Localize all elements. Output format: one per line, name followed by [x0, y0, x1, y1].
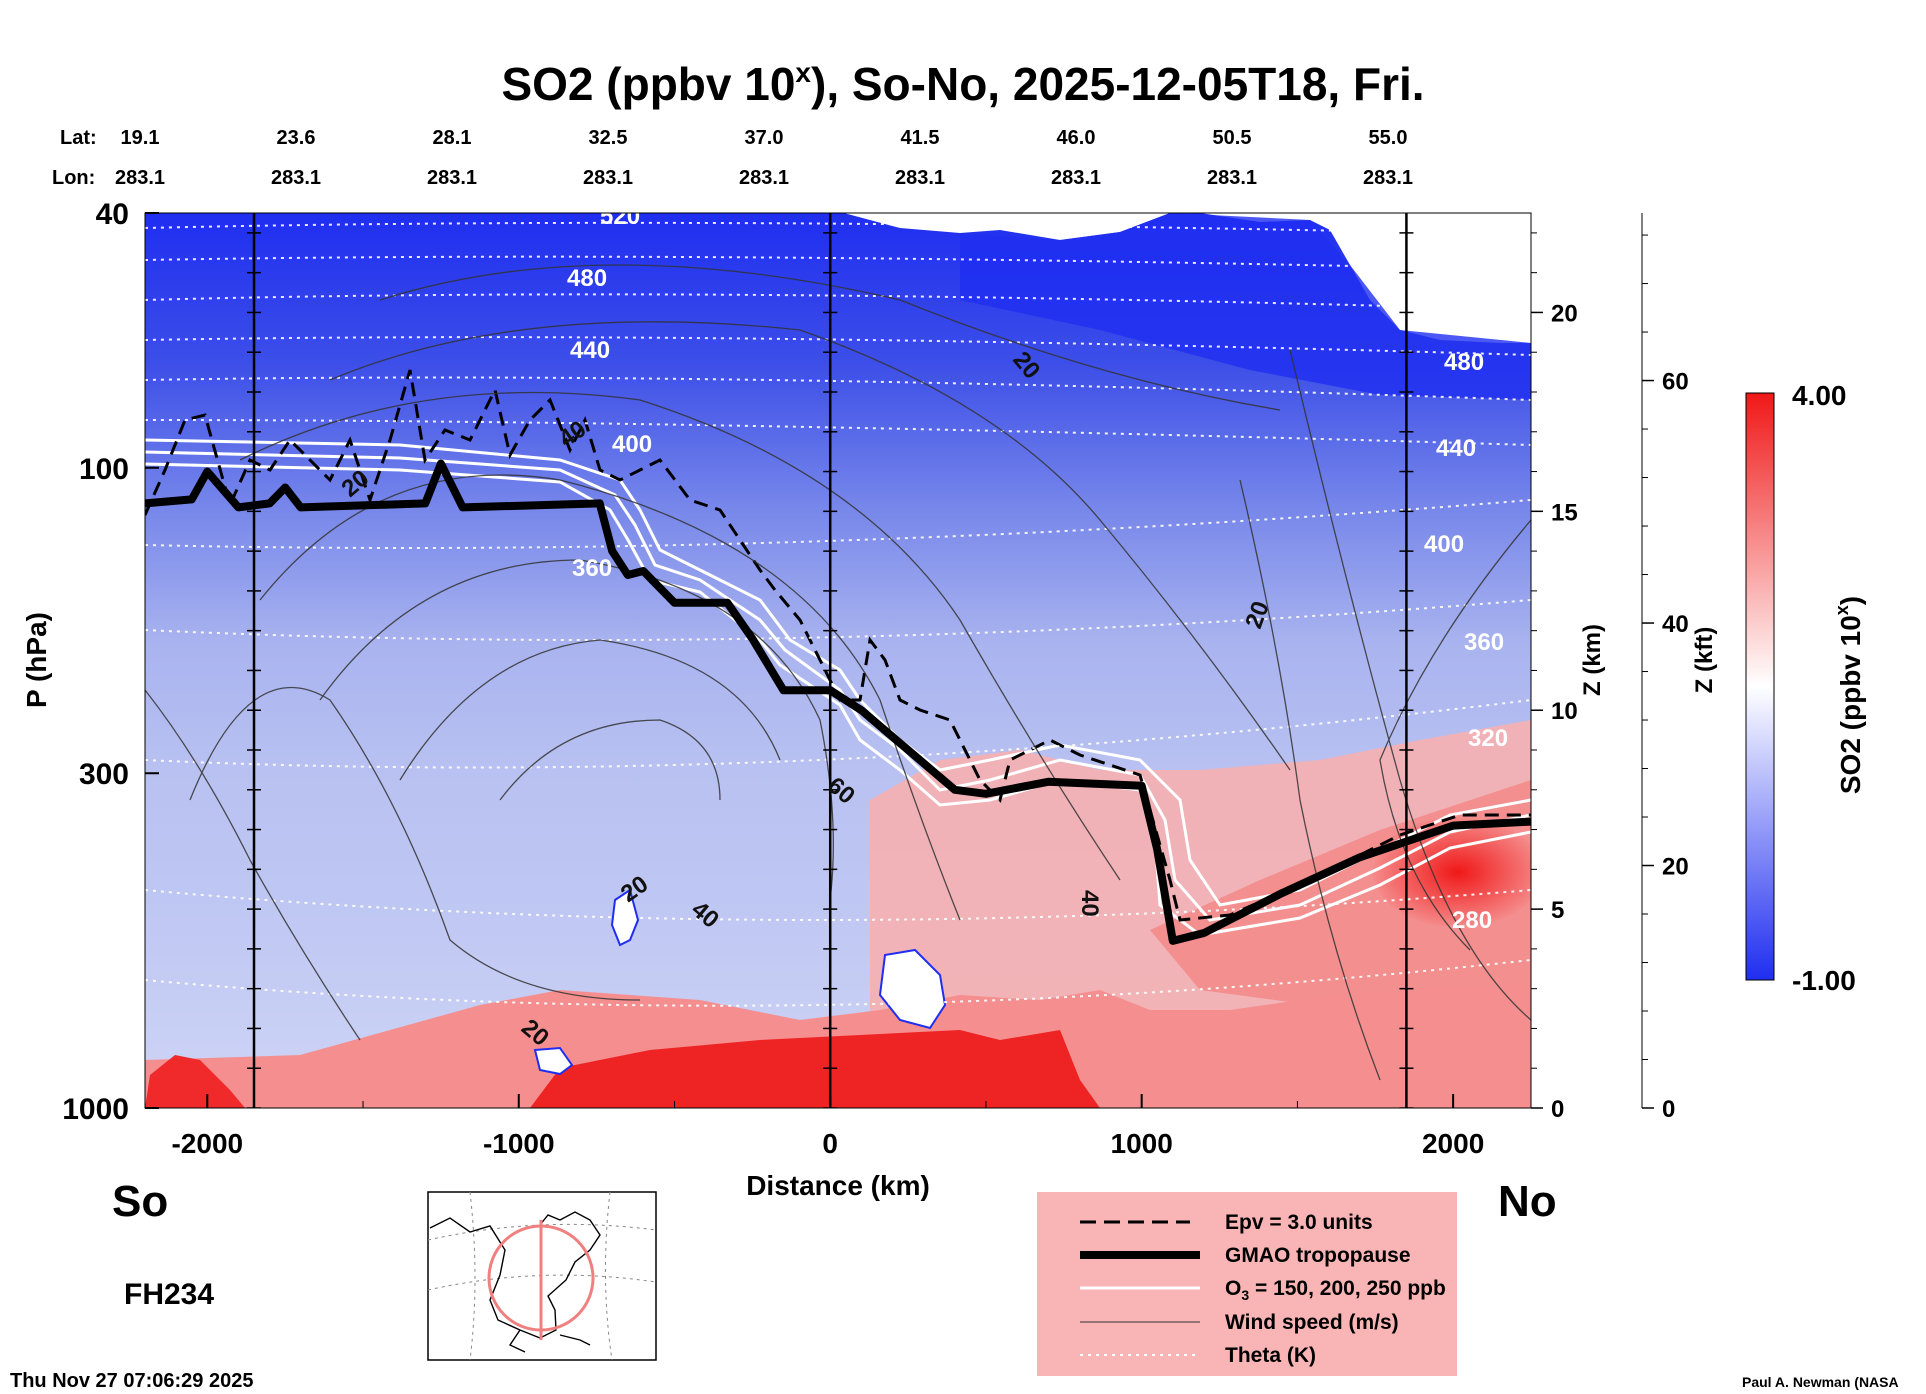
lon-tick-label: 283.1 — [115, 167, 165, 189]
lat-tick-label: 46.0 — [1057, 127, 1096, 149]
theta-label: 480 — [1444, 349, 1484, 376]
wind-speed-contours — [145, 264, 1531, 1081]
x-axis: -2000 -1000 0 1000 2000 — [171, 1094, 1484, 1159]
legend-label-epv: Epv = 3.0 units — [1225, 1211, 1373, 1234]
lat-tick-label: 19.1 — [121, 127, 160, 149]
x-tick-label: -2000 — [171, 1128, 243, 1159]
lon-tick-label: 283.1 — [739, 167, 789, 189]
lon-tick-label: 283.1 — [271, 167, 321, 189]
legend: Epv = 3.0 units GMAO tropopause O3 = 150… — [1037, 1192, 1457, 1376]
colorbar-title: SO2 (ppbv 10x) — [1832, 596, 1866, 794]
so2-max-blob — [1373, 817, 1531, 927]
forecast-hour-label: FH234 — [124, 1278, 214, 1311]
vertical-marker-lines — [247, 213, 1414, 1108]
colorbar — [1745, 392, 1775, 981]
lon-tick-label: 283.1 — [1363, 167, 1413, 189]
lat-tick-label: 23.6 — [277, 127, 316, 149]
theta-label: 360 — [1464, 629, 1504, 656]
south-label: So — [112, 1177, 168, 1226]
lon-tick-label: 283.1 — [1207, 167, 1257, 189]
lat-label: Lat: — [60, 127, 97, 149]
lat-tick-label: 28.1 — [433, 127, 472, 149]
lat-tick-label: 32.5 — [589, 127, 628, 149]
timestamp-label: Thu Nov 27 07:06:29 2025 — [10, 1370, 253, 1392]
x-tick-label: 1000 — [1111, 1128, 1173, 1159]
credit-label: Paul A. Newman (NASA — [1742, 1374, 1899, 1390]
lon-tick-labels: 283.1 283.1 283.1 283.1 283.1 283.1 283.1 283.1… — [115, 167, 1413, 189]
z-kft-axis-label: Z (kft) — [1691, 627, 1718, 694]
so2-surface-core-left — [145, 1055, 245, 1108]
lat-tick-label: 50.5 — [1213, 127, 1252, 149]
y-tick-label: 40 — [96, 198, 129, 231]
lon-tick-label: 283.1 — [895, 167, 945, 189]
plot-area — [145, 213, 1531, 1108]
z-km-axis: 0 5 10 15 20 — [1531, 232, 1578, 1123]
theta-label: 280 — [1452, 907, 1492, 934]
z-km-tick-label: 0 — [1551, 1096, 1564, 1123]
no-data-top-region — [843, 213, 1531, 343]
lat-tick-label: 41.5 — [901, 127, 940, 149]
inset-map — [427, 1191, 657, 1361]
theta-label: 320 — [1468, 725, 1508, 752]
theta-label: 360 — [572, 555, 612, 582]
wind-label: 40 — [1076, 890, 1103, 917]
so2-white-patch-1 — [878, 948, 947, 1030]
z-kft-axis: 0 20 40 60 — [1642, 234, 1689, 1123]
legend-label-wind: Wind speed (m/s) — [1225, 1311, 1399, 1334]
x-axis-label: Distance (km) — [746, 1170, 930, 1201]
north-label: No — [1498, 1177, 1557, 1226]
z-km-axis-label: Z (km) — [1579, 624, 1606, 696]
z-km-tick-label: 20 — [1551, 300, 1578, 327]
z-kft-tick-label: 40 — [1662, 611, 1689, 638]
epv-line — [145, 369, 1531, 922]
z-kft-tick-label: 0 — [1662, 1096, 1675, 1123]
legend-label-theta: Theta (K) — [1225, 1344, 1316, 1367]
theta-label: 400 — [612, 431, 652, 458]
theta-label: 520 — [600, 203, 640, 230]
y-tick-label: 100 — [79, 453, 129, 486]
x-tick-label: -1000 — [483, 1128, 555, 1159]
theta-label: 440 — [570, 337, 610, 364]
lat-tick-label: 55.0 — [1369, 127, 1408, 149]
lon-tick-label: 283.1 — [1051, 167, 1101, 189]
y-tick-label: 300 — [79, 758, 129, 791]
lon-tick-label: 283.1 — [583, 167, 633, 189]
y-axis: 40 100 300 1000 — [62, 198, 159, 1126]
z-km-tick-label: 15 — [1551, 499, 1578, 526]
y-axis-label: P (hPa) — [21, 612, 52, 708]
lon-tick-label: 283.1 — [427, 167, 477, 189]
y-tick-label: 1000 — [62, 1093, 129, 1126]
so2-low-band-upper — [960, 213, 1531, 400]
so2-surface-core — [530, 1030, 1100, 1108]
z-kft-tick-label: 20 — [1662, 854, 1689, 881]
gmao-tropopause-line — [145, 459, 1531, 945]
x-tick-label: 0 — [822, 1128, 838, 1159]
lon-label: Lon: — [52, 167, 95, 189]
z-km-tick-label: 5 — [1551, 897, 1564, 924]
lat-tick-labels: 19.1 23.6 28.1 32.5 37.0 41.5 46.0 50.5 55.0 — [121, 127, 1408, 149]
legend-label-tropopause: GMAO tropopause — [1225, 1244, 1411, 1267]
theta-label: 440 — [1436, 435, 1476, 462]
theta-contours — [145, 221, 1531, 1007]
chart-title: SO2 (ppbv 10x), So-No, 2025-12-05T18, Fr… — [501, 57, 1424, 110]
z-kft-tick-label: 60 — [1662, 369, 1689, 396]
z-km-tick-label: 10 — [1551, 698, 1578, 725]
theta-labels: 520 480 440 400 360 480 440 400 360 320 … — [567, 203, 1508, 934]
lat-tick-label: 37.0 — [745, 127, 784, 149]
x-tick-label: 2000 — [1422, 1128, 1484, 1159]
theta-label: 400 — [1424, 531, 1464, 558]
coastline — [429, 1211, 601, 1353]
theta-label: 480 — [567, 265, 607, 292]
colorbar-min-label: -1.00 — [1792, 965, 1856, 996]
legend-label-o3: O3 = 150, 200, 250 ppb — [1225, 1277, 1446, 1303]
so2-white-patch-3 — [533, 1046, 574, 1076]
colorbar-max-label: 4.00 — [1792, 380, 1847, 411]
